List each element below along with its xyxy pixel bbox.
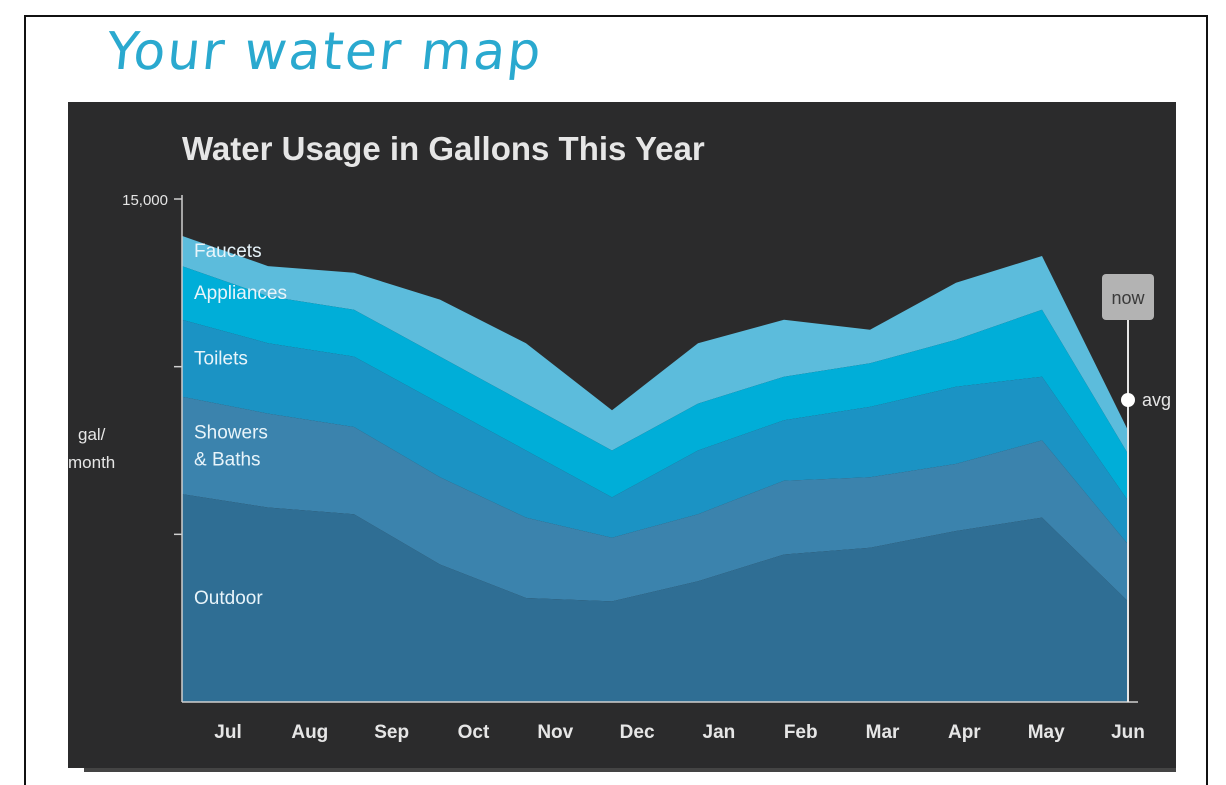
series-label-showers-baths: Showers & Baths bbox=[194, 422, 268, 470]
now-marker-box bbox=[1102, 274, 1154, 320]
area-appliances bbox=[182, 266, 1128, 501]
series-label-toilets: Toilets bbox=[194, 348, 248, 369]
x-tick-label: Mar bbox=[866, 722, 900, 743]
avg-marker-label: avg bbox=[1142, 390, 1171, 410]
page-title: Your water map bbox=[103, 22, 546, 82]
x-tick-label: Jun bbox=[1111, 722, 1145, 743]
x-tick-label: Oct bbox=[458, 722, 490, 743]
x-tick-label: Sep bbox=[374, 722, 409, 743]
area-outdoor bbox=[182, 494, 1128, 702]
area-toilets bbox=[182, 319, 1128, 545]
x-tick-label: Aug bbox=[291, 722, 328, 743]
x-tick-label: Nov bbox=[537, 722, 573, 743]
x-tick-label: Apr bbox=[948, 722, 981, 743]
x-tick-label: Jan bbox=[703, 722, 736, 743]
now-marker: now avg bbox=[1102, 274, 1171, 702]
y-axis-label: gal/month bbox=[68, 425, 115, 472]
area-layers bbox=[182, 235, 1128, 702]
chart-title: Water Usage in Gallons This Year bbox=[182, 130, 705, 167]
bottom-strip bbox=[84, 768, 1176, 772]
series-label-outdoor: Outdoor bbox=[194, 588, 263, 609]
series-labels: Outdoor Showers & Baths Toilets Appliances Fa… bbox=[194, 241, 287, 609]
area-faucets bbox=[182, 235, 1128, 454]
x-tick-label: May bbox=[1028, 722, 1065, 743]
axes: 15,000 gal/month Jul Aug Sep Oct Nov Dec Jan Feb M… bbox=[68, 192, 1145, 743]
series-label-faucets: Faucets bbox=[194, 241, 262, 262]
area-showers-baths bbox=[182, 396, 1128, 602]
avg-marker-dot bbox=[1121, 393, 1135, 407]
water-usage-chart: Water Usage in Gallons This Year 15,000 g… bbox=[68, 130, 1171, 743]
x-tick-label: Jul bbox=[214, 722, 241, 743]
x-tick-label: Dec bbox=[620, 722, 655, 743]
series-label-appliances: Appliances bbox=[194, 283, 287, 304]
chart-panel: Water Usage in Gallons This Year 15,000 g… bbox=[68, 102, 1176, 768]
now-marker-label: now bbox=[1111, 288, 1145, 308]
x-tick-label: Feb bbox=[784, 722, 818, 743]
y-tick-label: 15,000 bbox=[122, 192, 168, 209]
